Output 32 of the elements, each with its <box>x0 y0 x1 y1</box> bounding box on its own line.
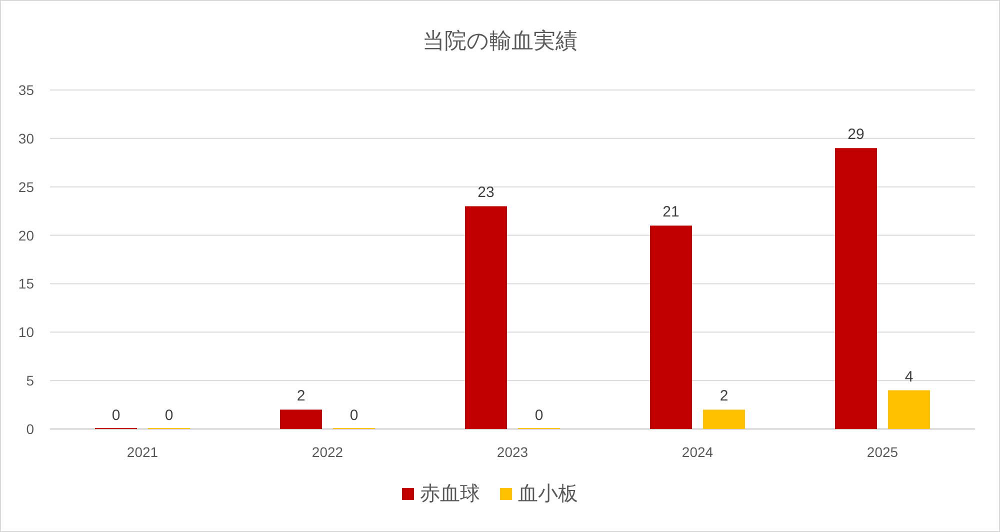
data-label: 0 <box>164 407 174 424</box>
data-label: 2 <box>720 388 728 405</box>
x-tick-label: 2025 <box>866 444 898 460</box>
bar <box>465 206 507 429</box>
bar <box>703 410 745 429</box>
bar <box>888 390 930 429</box>
y-tick-label: 10 <box>18 324 34 340</box>
y-tick-label: 35 <box>18 82 34 98</box>
y-tick-label: 0 <box>26 421 34 437</box>
y-tick-label: 20 <box>18 227 34 244</box>
data-label: 0 <box>534 407 544 424</box>
bar <box>650 226 692 429</box>
data-label: 23 <box>478 184 494 202</box>
y-tick-label: 25 <box>18 178 34 195</box>
y-tick-label: 30 <box>18 130 34 146</box>
bar <box>835 148 877 429</box>
chart-title: 当院の輸血実績 <box>422 28 578 53</box>
data-label: 0 <box>112 407 120 424</box>
x-tick-label: 2024 <box>682 444 714 460</box>
bar <box>280 410 322 429</box>
data-label: 29 <box>848 126 864 144</box>
x-tick-label: 2023 <box>496 444 528 460</box>
y-tick-label: 15 <box>18 276 34 292</box>
legend-label: 血小板 <box>518 483 578 505</box>
data-label: 21 <box>662 204 680 221</box>
x-tick-label: 2022 <box>312 444 344 460</box>
x-tick-label: 2021 <box>126 444 158 460</box>
data-label: 2 <box>296 388 306 405</box>
data-label: 4 <box>904 368 914 386</box>
data-label: 0 <box>350 407 358 424</box>
legend-label: 赤血球 <box>420 483 480 505</box>
y-tick-label: 5 <box>26 372 34 389</box>
